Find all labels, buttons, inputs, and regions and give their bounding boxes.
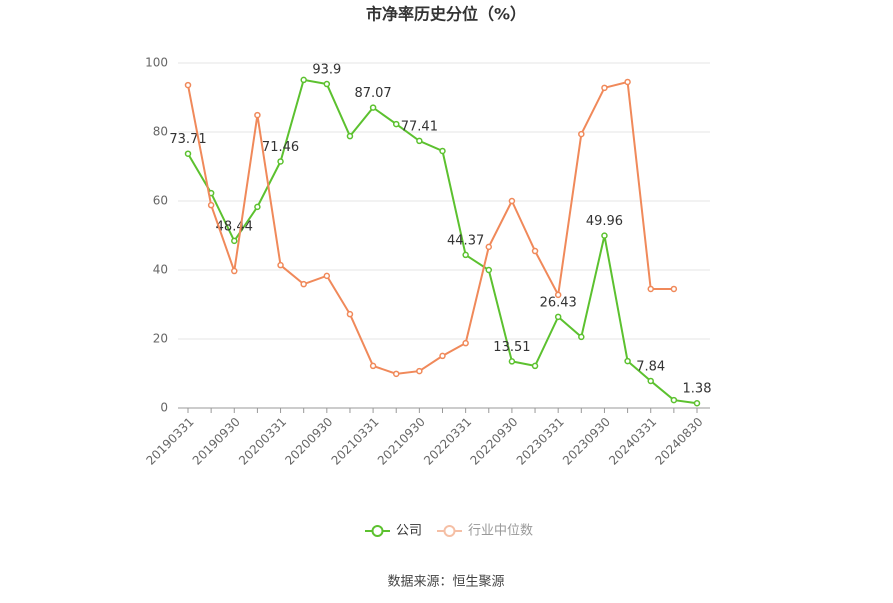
data-label: 44.37 <box>447 233 484 248</box>
x-tick-label: 20230331 <box>514 415 567 468</box>
data-label: 87.07 <box>354 86 391 101</box>
point <box>277 158 284 165</box>
data-label: 77.41 <box>401 119 438 134</box>
point <box>531 247 539 255</box>
x-tick-label: 20210331 <box>329 415 382 468</box>
data-label: 26.43 <box>540 295 577 310</box>
x-tick-label: 20240331 <box>606 415 659 468</box>
point <box>416 367 423 375</box>
x-tick-label: 20220930 <box>467 415 520 468</box>
y-tick-label: 100 <box>145 56 168 70</box>
point <box>531 362 539 370</box>
point <box>647 285 654 293</box>
x-tick-label: 20230930 <box>560 415 613 468</box>
point <box>439 147 446 155</box>
y-tick-label: 60 <box>153 194 168 208</box>
legend-label: 行业中位数 <box>468 524 533 539</box>
point <box>207 201 215 209</box>
point <box>254 111 261 119</box>
point <box>462 251 469 259</box>
point <box>277 261 284 269</box>
point <box>578 130 585 138</box>
data-label: 13.51 <box>493 340 530 355</box>
point <box>369 104 377 111</box>
point <box>346 132 354 140</box>
x-tick-label: 20220331 <box>421 415 474 468</box>
point <box>647 377 654 385</box>
data-label: 48.44 <box>216 219 253 234</box>
point <box>508 358 516 365</box>
x-tick-label: 20240830 <box>653 415 706 468</box>
point <box>184 81 192 89</box>
point <box>578 333 585 341</box>
point <box>369 362 377 370</box>
point <box>670 285 678 293</box>
data-label: 71.46 <box>262 140 299 155</box>
y-tick-label: 80 <box>153 125 168 139</box>
point <box>462 339 469 347</box>
x-tick-label: 20210930 <box>375 415 428 468</box>
point <box>231 267 238 275</box>
legend-label: 公司 <box>396 524 422 539</box>
x-tick-label: 20190930 <box>190 415 243 468</box>
point <box>346 310 354 318</box>
point <box>624 78 631 86</box>
y-tick-label: 20 <box>153 332 168 346</box>
legend-item: 公司 <box>365 524 422 539</box>
point <box>323 272 331 280</box>
point <box>392 370 400 378</box>
legend-item: 行业中位数 <box>437 524 533 539</box>
point <box>601 84 608 92</box>
y-tick-label: 40 <box>153 263 168 277</box>
point <box>554 291 562 299</box>
x-tick-label: 20200930 <box>282 415 335 468</box>
point <box>323 80 331 88</box>
series-line <box>187 80 674 375</box>
x-tick-label: 20190331 <box>144 415 197 468</box>
data-label: 49.96 <box>586 214 623 229</box>
data-label: 73.71 <box>169 132 206 147</box>
point <box>485 243 493 251</box>
point <box>670 396 678 404</box>
point <box>624 357 631 365</box>
point <box>300 76 307 84</box>
point <box>416 137 423 145</box>
point <box>254 203 261 211</box>
point <box>693 399 701 407</box>
data-label: 93.9 <box>312 63 341 78</box>
legend-marker <box>371 525 384 537</box>
chart-title: 市净率历史分位（%） <box>366 5 526 24</box>
data-label: 7.84 <box>636 359 665 374</box>
point <box>231 237 238 245</box>
x-tick-label: 20200331 <box>236 415 289 468</box>
y-tick-label: 0 <box>160 401 168 415</box>
point <box>184 150 192 157</box>
point <box>392 120 400 128</box>
legend-marker <box>443 525 456 537</box>
point <box>300 280 307 288</box>
source: 数据来源：恒生聚源 <box>387 575 504 590</box>
point <box>508 197 516 205</box>
point <box>485 266 493 274</box>
point <box>554 313 562 321</box>
point <box>601 232 608 239</box>
data-label: 1.38 <box>683 382 712 397</box>
point <box>439 352 446 360</box>
